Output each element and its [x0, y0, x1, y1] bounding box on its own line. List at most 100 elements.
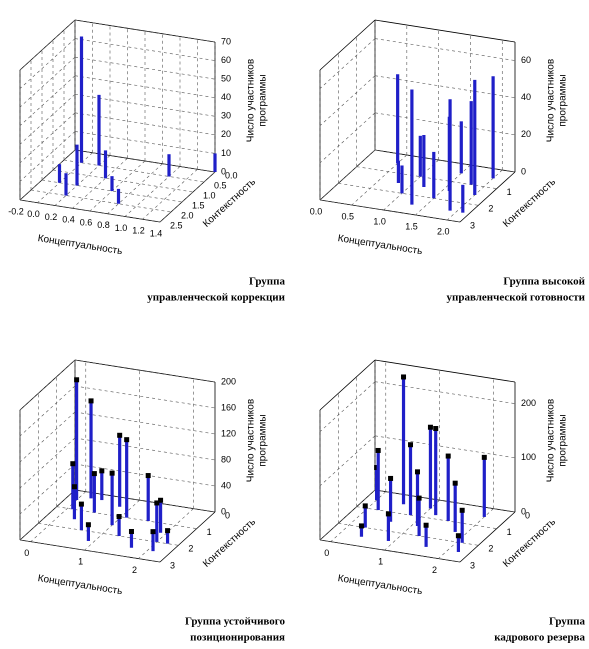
bar-cap: [401, 374, 407, 380]
grid-line: [19, 56, 76, 108]
z-tick-label: 60: [521, 55, 531, 65]
caption: Группа высокой: [503, 276, 585, 288]
y-tick-label: 3: [470, 220, 475, 230]
z-tick-label: 160: [221, 402, 236, 412]
grid-line: [30, 189, 172, 213]
axis-edge: [374, 489, 516, 513]
y-tick-label: 1: [207, 527, 212, 537]
y-axis-title: Контекстность: [201, 517, 258, 570]
chart-panel: 0.0 0.5 1.0 1.5 2.0 1 2 3 0 20 40 60 Концептуальност…: [310, 19, 586, 304]
bar-cap: [415, 469, 420, 475]
z-tick-label: 80: [221, 454, 231, 464]
bar-cap: [117, 432, 123, 438]
z-tick-label: 50: [221, 74, 231, 84]
z-tick-label: 200: [521, 398, 536, 408]
bar-cap: [445, 453, 451, 459]
x-tick-label: 2: [432, 565, 437, 575]
axis-edge: [19, 539, 161, 563]
z-tick-label: 0: [221, 166, 226, 176]
y-tick-label: 1: [507, 527, 512, 537]
x-axis-title: Концептуальность: [37, 573, 123, 597]
x-axis-title: Концептуальность: [37, 233, 123, 257]
bar-cap: [388, 475, 394, 481]
y-tick-label: 0.5: [214, 180, 227, 190]
grid-line: [19, 411, 76, 463]
x-tick-label: 0.2: [45, 212, 58, 222]
grid-line: [52, 169, 194, 193]
x-tick-label: 1: [378, 557, 383, 567]
grid-line: [72, 158, 128, 209]
grid-line: [74, 411, 216, 435]
bar-cap: [124, 437, 130, 443]
z-tick-label: 10: [221, 148, 231, 158]
grid-line: [19, 75, 76, 126]
bar-cap: [154, 500, 160, 506]
bar-cap: [455, 533, 461, 539]
bar-cap: [165, 528, 171, 534]
axis-edge: [319, 199, 461, 223]
grid-line: [30, 491, 86, 542]
grid-line: [19, 94, 76, 145]
z-tick-label: 70: [221, 36, 231, 46]
bar-cap: [91, 471, 97, 477]
grid-line: [159, 171, 216, 223]
grid-line: [19, 112, 76, 164]
axis-edge: [459, 171, 516, 223]
z-axis-title: программы: [258, 414, 269, 466]
axis-edge: [319, 539, 461, 563]
bar-cap: [99, 468, 105, 474]
z-axis-title: программы: [558, 74, 569, 126]
z-tick-label: 40: [521, 92, 531, 102]
y-tick-label: 3: [470, 560, 475, 570]
caption: кадрового резерва: [494, 632, 585, 644]
axis-edge: [74, 489, 216, 513]
z-tick-label: 40: [221, 92, 231, 102]
y-tick-label: 2.5: [170, 220, 183, 230]
z-axis-title: Число участников: [546, 59, 557, 142]
bar-cap: [374, 465, 380, 471]
axis-edge: [159, 511, 216, 563]
caption: управленческой коррекции: [147, 292, 285, 304]
y-tick-label: 1.0: [203, 190, 216, 200]
z-axis-title: Число участников: [246, 59, 257, 142]
y-tick-label: 2: [188, 544, 193, 554]
z-axis-title: Число участников: [246, 399, 257, 482]
x-tick-label: 0.0: [27, 209, 40, 219]
grid-line: [330, 491, 386, 542]
x-tick-label: 1.2: [132, 226, 145, 236]
axis-edge: [319, 19, 376, 71]
bar-cap: [416, 495, 422, 501]
bar-cap: [70, 461, 76, 467]
grid-line: [374, 38, 516, 61]
chart-panel: 0 1 2 0 1 2 3 0 100 200 Концептуальность Контекстно…: [319, 359, 585, 644]
grid-line: [89, 160, 146, 212]
caption: управленческой готовности: [447, 292, 586, 304]
bar-cap: [481, 454, 487, 460]
axis-edge: [319, 359, 376, 411]
y-tick-label: 0: [225, 510, 230, 520]
bar-cap: [71, 484, 77, 490]
grid-line: [19, 19, 76, 71]
z-tick-label: 0: [521, 506, 526, 516]
grid-line: [74, 437, 216, 461]
grid-line: [19, 38, 76, 89]
grid-line: [19, 149, 76, 201]
grid-line: [19, 463, 76, 515]
z-tick-label: 100: [521, 452, 536, 462]
caption: Группа: [249, 276, 285, 288]
x-tick-label: 0: [24, 548, 29, 558]
axis-edge: [374, 359, 516, 383]
bar-cap: [375, 447, 381, 453]
grid-line: [374, 435, 516, 459]
z-axis-title: программы: [258, 74, 269, 126]
z-tick-label: 30: [221, 111, 231, 121]
y-tick-label: 3: [170, 560, 175, 570]
bar-cap: [452, 480, 458, 486]
grid-line: [138, 508, 194, 559]
bar-cap: [116, 514, 122, 520]
z-tick-label: 20: [221, 129, 231, 139]
bar-cap: [459, 507, 465, 513]
y-axis-title: Контекстность: [501, 517, 558, 570]
chart-panel: -0.2 0.0 0.2 0.4 0.6 0.8 1.0 1.2 1.40.00.51.01.5…: [8, 19, 286, 304]
